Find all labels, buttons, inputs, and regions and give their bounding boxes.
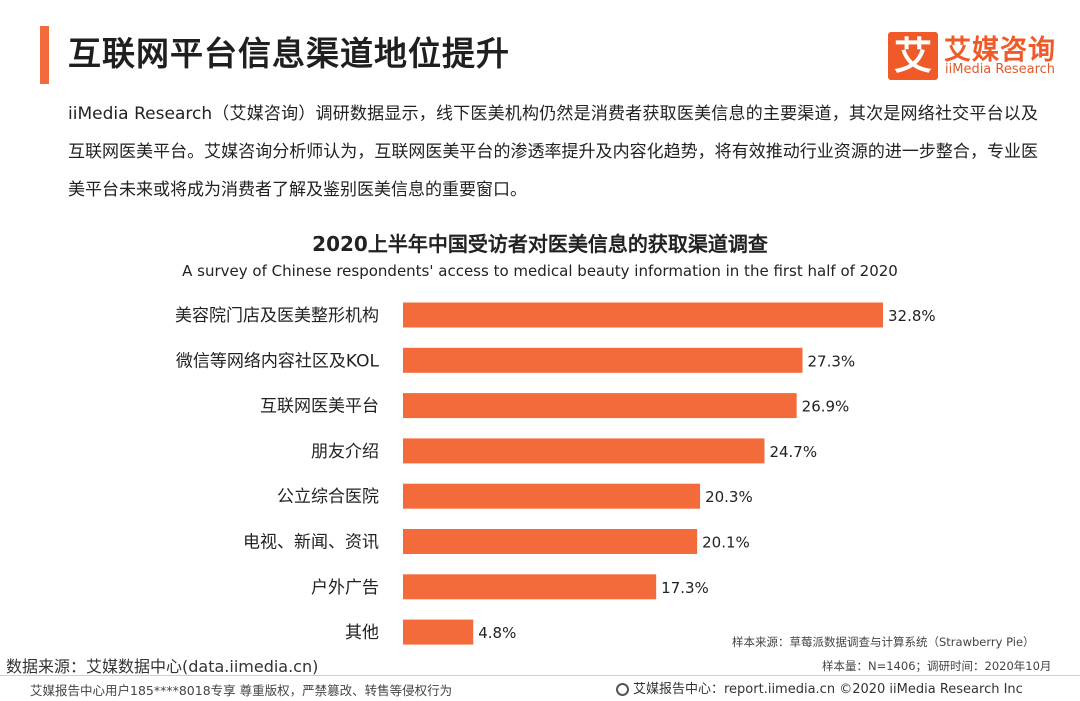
sample-size-note: 样本量：N=1406；调研时间：2020年10月 <box>822 659 1052 673</box>
value-label: 17.3% <box>661 579 709 597</box>
category-label: 互联网医美平台 <box>260 397 379 417</box>
category-label: 美容院门店及医美整形机构 <box>175 306 379 326</box>
footer-report-center-text: 艾媒报告中心：report.iimedia.cn ©2020 iiMedia R… <box>633 682 1023 697</box>
logo-english-name: iiMedia Research <box>945 62 1056 77</box>
category-label: 朋友介绍 <box>311 442 379 462</box>
bar-chart: 美容院门店及医美整形机构 32.8% 微信等网络内容社区及KOL 27.3% 互联网医美… <box>175 302 936 645</box>
logo-chinese-name: 艾媒咨询 <box>944 35 1056 66</box>
chart-title: 2020上半年中国受访者对医美信息的获取渠道调查 <box>312 232 768 256</box>
bar <box>403 483 701 509</box>
value-label: 27.3% <box>808 352 856 370</box>
bar <box>403 302 883 328</box>
footer-report-center: 艾媒报告中心：report.iimedia.cn ©2020 iiMedia R… <box>616 678 1023 697</box>
footer-copyright-notice: 艾媒报告中心用户185****8018专享 尊重版权，严禁篡改、转售等侵权行为 <box>30 683 453 698</box>
value-label: 4.8% <box>478 624 516 642</box>
intro-paragraph: iiMedia Research（艾媒咨询）调研数据显示，线下医美机构仍然是消费… <box>68 104 1038 200</box>
bar <box>403 574 657 600</box>
category-label: 公立综合医院 <box>277 487 379 507</box>
chart-subtitle: A survey of Chinese respondents' access … <box>182 262 898 280</box>
logo-mark: 艾 <box>888 32 938 80</box>
value-label: 26.9% <box>802 398 850 416</box>
category-label: 电视、新闻、资讯 <box>243 533 379 553</box>
globe-icon <box>616 683 629 696</box>
bar <box>403 529 698 554</box>
category-label: 其他 <box>345 623 379 643</box>
data-source: 数据来源：艾媒数据中心(data.iimedia.cn) <box>6 657 319 676</box>
bar <box>403 393 797 419</box>
sample-source-note: 样本来源：草莓派数据调查与计算系统（Strawberry Pie） <box>732 635 1035 649</box>
value-label: 32.8% <box>888 307 936 325</box>
bar <box>403 438 765 464</box>
iimedia-logo: 艾 艾媒咨询 iiMedia Research <box>888 30 1068 82</box>
value-label: 24.7% <box>769 443 817 461</box>
value-label: 20.3% <box>705 488 753 506</box>
value-label: 20.1% <box>702 534 750 552</box>
title-accent-bar <box>40 26 49 84</box>
category-label: 户外广告 <box>311 578 379 598</box>
footer-divider <box>0 675 1080 676</box>
category-label: 微信等网络内容社区及KOL <box>176 351 380 371</box>
page-title: 互联网平台信息渠道地位提升 <box>68 34 510 73</box>
bar <box>403 347 803 373</box>
bar <box>403 619 474 645</box>
